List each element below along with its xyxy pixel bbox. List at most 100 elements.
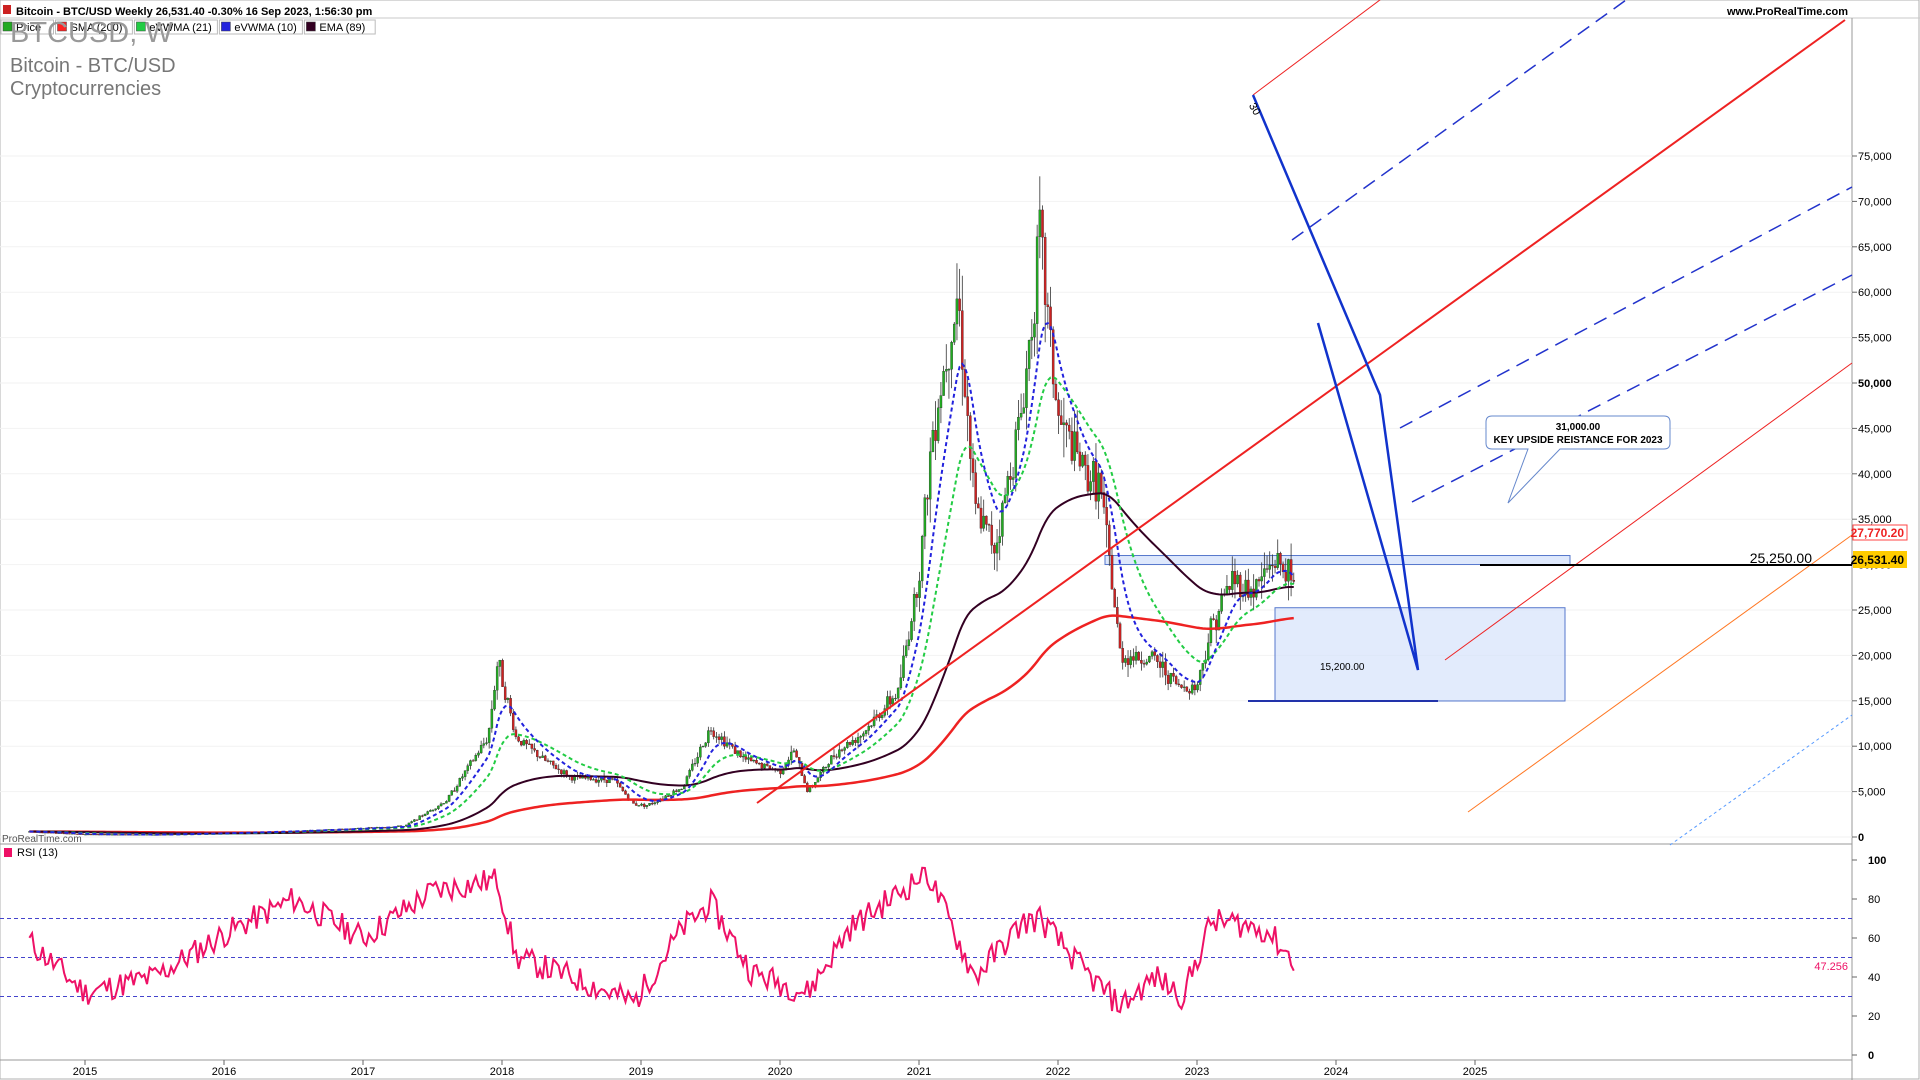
candle	[1102, 492, 1106, 508]
candle	[667, 795, 670, 797]
dashed-channel-middle	[1399, 186, 1853, 429]
rsi-line	[28, 866, 1295, 1014]
candle	[560, 769, 563, 775]
lower-channel-line	[1444, 362, 1853, 661]
candle	[731, 744, 734, 747]
candle	[824, 766, 828, 768]
candle	[1182, 686, 1186, 688]
candle	[685, 776, 689, 785]
x-tick-label: 2019	[629, 1066, 653, 1078]
legend-item-0[interactable]: Price	[0, 19, 54, 35]
price-axis[interactable]: 05,00010,00015,00020,00025,00030,00035,0…	[1852, 151, 1892, 844]
legend-swatch	[136, 21, 146, 32]
candle	[977, 503, 980, 509]
candle	[1212, 618, 1215, 620]
candle	[656, 801, 659, 803]
candle	[1156, 655, 1159, 662]
candle	[1041, 209, 1044, 238]
trend-drawings	[756, 0, 1853, 846]
candle	[159, 834, 162, 836]
candle	[546, 760, 550, 762]
candle	[939, 395, 943, 409]
candle	[562, 770, 566, 775]
candle	[1289, 559, 1293, 581]
legend-item-1[interactable]: SMA (200)	[55, 19, 133, 35]
legend-item-2[interactable]: eVWMA (21)	[133, 19, 218, 35]
legend-swatch	[2, 21, 13, 32]
candle	[923, 497, 927, 537]
candle	[68, 833, 71, 835]
sma-tag-value: 27,770.20	[1851, 526, 1905, 540]
candle	[1132, 656, 1135, 661]
x-tick-label: 2025	[1463, 1066, 1487, 1078]
candle	[1287, 559, 1290, 582]
callout-text: KEY UPSIDE REISTANCE FOR 2023	[1493, 435, 1663, 446]
candle	[429, 810, 432, 812]
candle	[1017, 416, 1020, 430]
candle	[549, 760, 552, 762]
candle	[1198, 670, 1202, 685]
candle	[846, 742, 849, 748]
candle	[880, 715, 884, 719]
candle	[725, 742, 729, 747]
rsi-tick-label: 0	[1868, 1050, 1874, 1062]
candle	[691, 763, 694, 771]
candle	[1006, 476, 1009, 496]
candle	[530, 743, 534, 749]
candle	[445, 801, 448, 804]
candle	[1260, 576, 1263, 582]
candle	[851, 740, 854, 745]
candle	[1011, 477, 1015, 480]
candle	[1081, 454, 1084, 467]
rsi-legend[interactable]: RSI (13)	[4, 847, 58, 859]
candle	[413, 819, 416, 822]
candle	[953, 323, 956, 343]
main-trendline	[756, 19, 1846, 804]
candle	[1022, 407, 1026, 414]
candle	[397, 825, 400, 827]
site-label[interactable]: www.ProRealTime.com	[1726, 6, 1848, 18]
candle	[439, 803, 443, 807]
candle	[1054, 383, 1058, 400]
candle	[594, 779, 598, 783]
sma-200-line	[29, 614, 1294, 834]
y-tick-label: 50,000	[1858, 378, 1892, 390]
candle	[1084, 454, 1087, 466]
candle	[987, 524, 991, 526]
candle	[1257, 579, 1261, 582]
candle	[936, 407, 940, 441]
candle	[1105, 507, 1108, 526]
candle	[765, 763, 769, 766]
legend-item-3[interactable]: eVWMA (10)	[218, 19, 303, 35]
rsi-tag-value: 47.256	[1814, 961, 1848, 973]
candle	[637, 805, 641, 807]
candle	[650, 803, 654, 805]
indicator-legend[interactable]: Price SMA (200) eVWMA (21) eVWMA (10) EMA (8…	[0, 19, 376, 35]
candle	[1137, 651, 1140, 661]
candle	[955, 298, 959, 325]
candle	[645, 805, 649, 807]
candle	[1134, 651, 1138, 661]
candle	[1265, 568, 1269, 570]
candle	[605, 779, 609, 784]
candle	[418, 815, 421, 820]
candle	[426, 811, 429, 815]
resistance-callout[interactable]: 31,000.00 KEY UPSIDE REISTANCE FOR 2023	[1485, 415, 1671, 504]
legend-item-4[interactable]: EMA (89)	[303, 19, 376, 35]
candle	[501, 660, 504, 687]
candle	[720, 736, 723, 740]
candle	[781, 769, 785, 775]
candle	[1014, 429, 1018, 478]
candle	[1124, 658, 1127, 663]
candle	[1019, 413, 1023, 418]
candle	[872, 716, 876, 726]
candle	[1009, 476, 1012, 480]
candle	[1030, 336, 1034, 341]
candle	[517, 736, 520, 742]
time-axis[interactable]: 2015 2016 2017 2018 2019 2020 2021 2022 2023 2024…	[73, 1060, 1487, 1078]
candle	[544, 755, 547, 761]
evwma-10-line	[29, 321, 1295, 836]
candle	[525, 740, 528, 745]
candle	[864, 730, 868, 734]
